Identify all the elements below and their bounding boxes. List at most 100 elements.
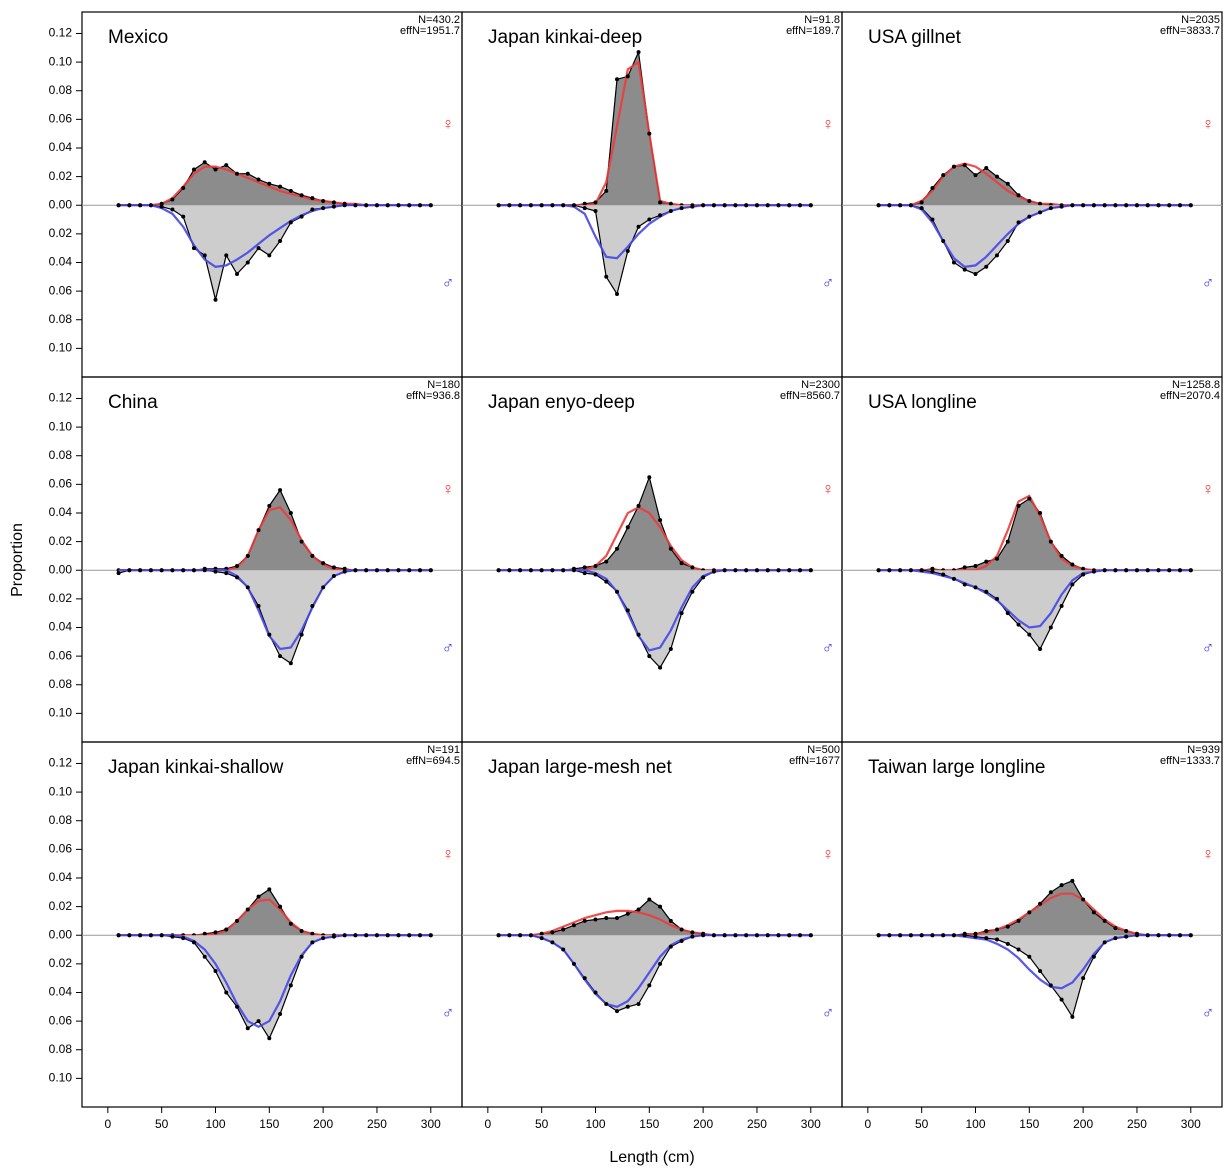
observed-point	[1027, 214, 1032, 219]
y-tick-label: 0.06	[49, 648, 73, 662]
observed-point	[668, 208, 673, 213]
x-tick-label: 100	[585, 1117, 605, 1131]
observed-point	[1156, 933, 1161, 938]
observed-point	[754, 568, 759, 573]
observed-point	[1005, 941, 1010, 946]
observed-point	[507, 568, 512, 573]
observed-point	[342, 933, 347, 938]
panel-title: Japan kinkai-shallow	[108, 757, 284, 778]
observed-point	[701, 575, 706, 580]
observed-point	[374, 203, 379, 208]
observed-point	[930, 933, 935, 938]
sex-symbol: ♂	[822, 1003, 835, 1022]
observed-point	[528, 203, 533, 208]
observed-point	[288, 661, 293, 666]
observed-point	[701, 933, 706, 938]
observed-point	[876, 933, 881, 938]
observed-point	[1016, 918, 1021, 923]
observed-point	[148, 933, 153, 938]
observed-point	[1188, 568, 1193, 573]
observed-point	[245, 260, 250, 265]
observed-point	[1081, 897, 1086, 902]
x-tick-label: 0	[864, 1117, 871, 1131]
observed-point	[138, 203, 143, 208]
observed-point	[1102, 203, 1107, 208]
sex-symbol: ♀	[1202, 115, 1215, 134]
observed-point	[1081, 566, 1086, 571]
x-tick-label: 150	[1019, 1117, 1039, 1131]
observed-point	[658, 200, 663, 205]
observed-point	[787, 933, 792, 938]
observed-point	[995, 253, 1000, 258]
observed-point	[647, 983, 652, 988]
observed-point	[1005, 924, 1010, 929]
observed-point	[235, 918, 240, 923]
observed-point	[973, 173, 978, 178]
observed-point	[321, 198, 326, 203]
observed-point	[170, 934, 175, 939]
observed-point	[962, 163, 967, 168]
observed-point	[159, 933, 164, 938]
observed-point	[658, 904, 663, 909]
observed-point	[256, 528, 261, 533]
observed-point	[191, 568, 196, 573]
effn-label: effN=694.5	[406, 755, 460, 767]
observed-point	[418, 203, 423, 208]
y-tick-label: 0.06	[49, 112, 73, 126]
x-tick-label: 150	[259, 1117, 279, 1131]
observed-point	[202, 954, 207, 959]
observed-point	[539, 936, 544, 941]
observed-point	[159, 204, 164, 209]
panel-frame	[841, 741, 1223, 1108]
observed-point	[1091, 954, 1096, 959]
observed-point	[245, 171, 250, 176]
observed-point	[278, 904, 283, 909]
observed-point	[1167, 933, 1172, 938]
y-tick-label: 0.06	[49, 842, 73, 856]
observed-point	[202, 568, 207, 573]
sex-symbol: ♂	[442, 638, 455, 657]
y-tick-label: 0.02	[49, 899, 73, 913]
sex-symbol: ♂	[1202, 638, 1215, 657]
observed-point	[995, 927, 1000, 932]
observed-point	[582, 201, 587, 206]
observed-point	[213, 569, 218, 574]
observed-point	[951, 576, 956, 581]
x-tick-label: 250	[747, 1117, 767, 1131]
observed-point	[973, 931, 978, 936]
x-tick-label: 300	[801, 1117, 821, 1131]
observed-point	[1124, 928, 1129, 933]
effn-label: effN=3833.7	[1160, 25, 1220, 37]
observed-point	[1102, 940, 1107, 945]
observed-point	[288, 220, 293, 225]
observed-point	[1027, 632, 1032, 637]
observed-point	[256, 1019, 261, 1024]
observed-point	[550, 203, 555, 208]
y-tick-label: 0.12	[49, 756, 73, 770]
observed-point	[267, 887, 272, 892]
observed-point	[1038, 646, 1043, 651]
observed-point	[668, 546, 673, 551]
sex-symbol: ♂	[822, 273, 835, 292]
observed-point	[1048, 539, 1053, 544]
observed-point	[1070, 1014, 1075, 1019]
observed-point	[407, 203, 412, 208]
observed-point	[1038, 969, 1043, 974]
observed-point	[593, 563, 598, 568]
observed-point	[267, 181, 272, 186]
observed-point	[973, 271, 978, 276]
observed-point	[213, 297, 218, 302]
y-axis-label: Proportion	[9, 523, 26, 597]
observed-point	[1059, 883, 1064, 888]
observed-point	[116, 203, 121, 208]
y-tick-label: 0.00	[49, 927, 73, 941]
observed-area	[878, 498, 1191, 571]
observed-point	[245, 553, 250, 558]
observed-point	[593, 990, 598, 995]
effn-label: effN=1951.7	[400, 25, 460, 37]
observed-point	[528, 568, 533, 573]
observed-area	[118, 889, 431, 936]
observed-point	[625, 74, 630, 79]
observed-point	[428, 933, 433, 938]
observed-point	[995, 937, 1000, 942]
